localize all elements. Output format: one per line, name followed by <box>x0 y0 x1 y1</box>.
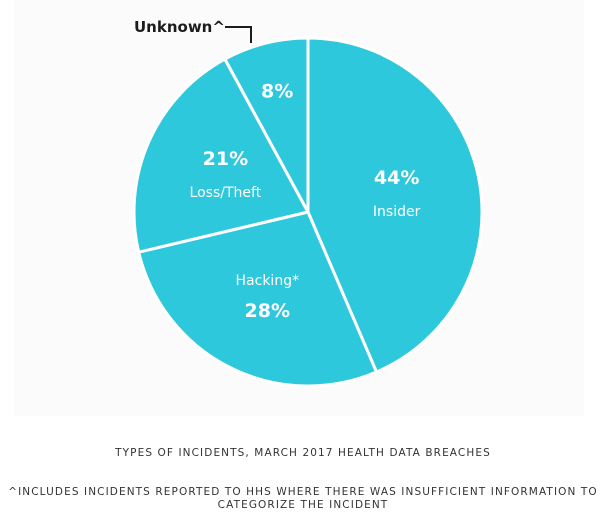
slice-value-label-hacking: 28% <box>245 300 290 322</box>
callout-label-unknown: Unknown^ <box>134 18 225 36</box>
slice-value-label-unknown: 8% <box>261 81 293 103</box>
pie-slice-hacking <box>137 210 378 388</box>
chart-footnote: ^INCLUDES INCIDENTS REPORTED TO HHS WHER… <box>8 486 598 511</box>
pie-slice-unknown <box>223 36 310 214</box>
slice-value-label-loss-theft: 21% <box>203 148 248 170</box>
slice-value-label-insider: 44% <box>374 167 419 189</box>
slice-name-label-hacking: Hacking* <box>236 273 300 289</box>
pie-labels: 44% Insider 28% Hacking* 21% Loss/Theft 8% <box>190 81 421 322</box>
pie-slice-insider <box>306 36 484 374</box>
chart-title: TYPES OF INCIDENTS, MARCH 2017 HEALTH DA… <box>115 447 491 459</box>
pie-slice-loss-theft <box>132 57 310 254</box>
unknown-callout: Unknown^ <box>134 18 252 43</box>
slice-name-label-loss-theft: Loss/Theft <box>190 185 262 201</box>
callout-leader-line <box>225 26 252 43</box>
pie-slices <box>132 36 484 388</box>
slice-name-label-insider: Insider <box>373 204 421 220</box>
pie-chart: 44% Insider 28% Hacking* 21% Loss/Theft 8% Unk… <box>132 18 484 388</box>
